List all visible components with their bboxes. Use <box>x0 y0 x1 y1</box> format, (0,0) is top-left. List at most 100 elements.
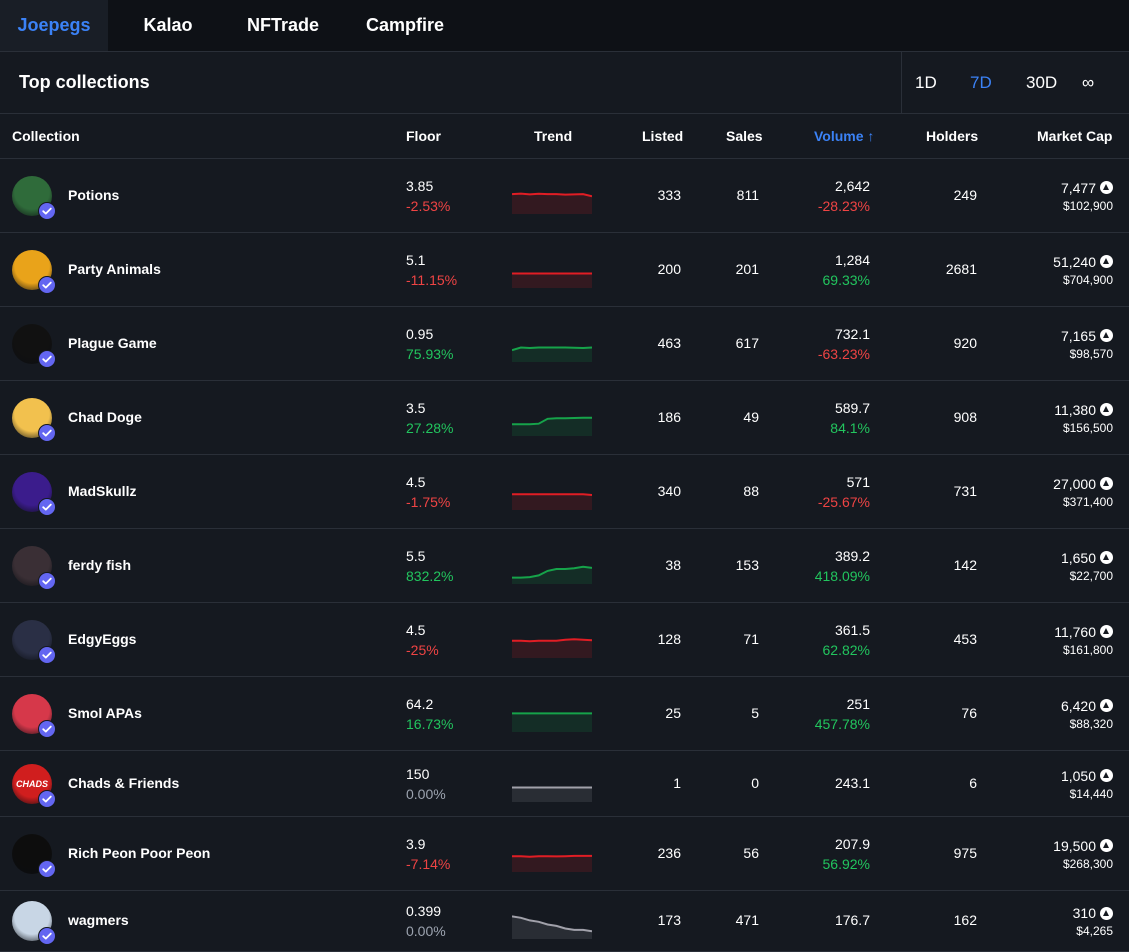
collection-name[interactable]: EdgyEggs <box>68 630 137 647</box>
collection-name[interactable]: wagmers <box>68 912 129 928</box>
table-row[interactable]: Party Animals 5.1 -11.15% 200 201 2681 1,284 69… <box>0 233 1129 307</box>
table-row[interactable]: Smol APAs 64.2 16.73% 25 5 76 251 457.78% 6,420 $… <box>0 677 1129 751</box>
floor-change: 832.2% <box>406 567 454 584</box>
table-row[interactable]: Rich Peon Poor Peon 3.9 -7.14% 236 56 975 207.… <box>0 817 1129 891</box>
collections-table: Potions 3.85 -2.53% 333 811 249 2,642 -28.23% 7,… <box>0 159 1129 952</box>
market-cap-value: 11,760 <box>1054 623 1096 640</box>
volume-cell: 243.1 <box>835 775 870 791</box>
table-row[interactable]: MadSkullz 4.5 -1.75% 340 88 731 571 -25.67% 27,0… <box>0 455 1129 529</box>
trend-sparkline <box>512 272 592 288</box>
volume-value: 571 <box>846 473 870 490</box>
col-volume[interactable]: Volume ↑ <box>814 128 875 144</box>
collection-name[interactable]: Potions <box>68 186 120 203</box>
collection-name[interactable]: Party Animals <box>68 260 161 277</box>
market-cap-usd: $161,800 <box>1062 642 1113 657</box>
egg-avatar-icon <box>12 619 56 664</box>
market-cap-cell: 6,420 $88,320 <box>1061 698 1113 731</box>
holders-value: 249 <box>953 186 977 203</box>
volume-value: 1,284 <box>834 251 870 268</box>
trend-line <box>512 637 592 642</box>
holders-value: 908 <box>953 408 977 425</box>
trend-sparkline <box>512 854 592 872</box>
collection-name[interactable]: MadSkullz <box>68 482 137 499</box>
col-floor[interactable]: Floor <box>406 128 441 144</box>
verified-badge-icon <box>38 349 56 368</box>
trend-line <box>512 345 592 351</box>
market-cap-cell: 1,050 $14,440 <box>1061 768 1113 801</box>
volume-cell: 589.7 84.1% <box>830 400 870 436</box>
col-holders[interactable]: Holders <box>926 128 979 144</box>
trend-line <box>512 492 592 496</box>
holders-value: 162 <box>953 912 977 928</box>
table-row[interactable]: ferdy fish 5.5 832.2% 38 153 142 389.2 418.09% 1… <box>0 529 1129 603</box>
plague-doctor-avatar-icon <box>12 323 56 368</box>
col-market-cap[interactable]: Market Cap <box>1037 128 1113 144</box>
table-row[interactable]: CHADS Chads & Friends 150 0.00% 1 0 6 243.1 1,05… <box>0 751 1129 817</box>
volume-value: 589.7 <box>834 399 870 416</box>
market-cap-cell: 7,165 $98,570 <box>1061 328 1113 361</box>
floor-value: 64.2 <box>406 695 434 712</box>
volume-cell: 361.5 62.82% <box>823 622 870 658</box>
collection-name[interactable]: Rich Peon Poor Peon <box>68 844 211 861</box>
floor-change: -2.53% <box>406 197 451 214</box>
market-cap-value: 1,050 <box>1060 767 1096 784</box>
period-1d[interactable]: 1D <box>915 73 937 92</box>
volume-change: -28.23% <box>817 197 870 214</box>
holders-value: 920 <box>953 334 977 351</box>
volume-cell: 176.7 <box>835 912 870 928</box>
period-7d[interactable]: 7D <box>970 73 992 92</box>
table-row[interactable]: wagmers 0.399 0.00% 173 471 162 176.7 310 $4,265 <box>0 891 1129 952</box>
collection-name[interactable]: Chads & Friends <box>68 774 180 791</box>
collection-name[interactable]: ferdy fish <box>68 556 132 573</box>
tab-campfire[interactable]: Campfire <box>365 15 445 35</box>
table-row[interactable]: Plague Game 0.95 75.93% 463 617 920 732.1 -63.2… <box>0 307 1129 381</box>
col-listed[interactable]: Listed <box>642 128 684 144</box>
party-animal-avatar-icon <box>12 249 56 294</box>
floor-cell: 150 0.00% <box>406 766 446 802</box>
sales-value: 5 <box>751 704 759 721</box>
table-row[interactable]: Potions 3.85 -2.53% 333 811 249 2,642 -28.23% 7,… <box>0 159 1129 233</box>
volume-change: -63.23% <box>817 345 870 362</box>
market-cap-usd: $268,300 <box>1062 856 1113 871</box>
sales-value: 201 <box>735 260 759 277</box>
col-collection[interactable]: Collection <box>12 128 80 144</box>
market-cap-cell: 51,240 $704,900 <box>1053 254 1113 287</box>
avax-icon <box>1100 769 1113 782</box>
floor-value: 3.85 <box>406 177 434 194</box>
tab-joepegs[interactable]: Joepegs <box>0 0 108 51</box>
page-title: Top collections <box>19 72 150 92</box>
avax-icon <box>1100 181 1113 194</box>
trend-area <box>512 417 592 436</box>
collection-name[interactable]: Plague Game <box>68 334 157 351</box>
floor-cell: 0.399 0.00% <box>406 903 446 939</box>
volume-value: 361.5 <box>834 621 870 638</box>
listed-value: 173 <box>657 912 681 928</box>
peon-avatar-icon <box>12 833 56 878</box>
col-sales[interactable]: Sales <box>726 128 763 144</box>
trend-area <box>512 273 592 288</box>
collection-name[interactable]: Smol APAs <box>68 704 142 721</box>
floor-change: -1.75% <box>406 493 451 510</box>
trend-area <box>512 916 592 939</box>
holders-value: 2681 <box>945 260 977 277</box>
verified-badge-icon <box>38 201 56 220</box>
trend-line <box>512 915 592 933</box>
tab-kalao[interactable]: Kalao <box>143 15 193 35</box>
collection-name[interactable]: Chad Doge <box>68 408 142 425</box>
floor-value: 150 <box>406 765 430 782</box>
volume-value: 732.1 <box>834 325 870 342</box>
alien-avatar-icon <box>12 901 56 945</box>
section-header: Top collections 1D 7D 30D ∞ <box>0 52 1129 114</box>
trend-sparkline <box>512 637 592 658</box>
doge-avatar-icon <box>12 397 56 442</box>
holders-value: 453 <box>953 630 977 647</box>
tab-nftrade[interactable]: NFTrade <box>246 15 320 35</box>
table-row[interactable]: EdgyEggs 4.5 -25% 128 71 453 361.5 62.82% 11,760… <box>0 603 1129 677</box>
period-all[interactable]: ∞ <box>1082 73 1095 92</box>
table-row[interactable]: Chad Doge 3.5 27.28% 186 49 908 589.7 84.1% 11,3… <box>0 381 1129 455</box>
floor-cell: 4.5 -1.75% <box>406 474 450 510</box>
trend-sparkline <box>512 565 592 584</box>
trend-sparkline <box>512 915 592 939</box>
period-30d[interactable]: 30D <box>1026 73 1058 92</box>
floor-cell: 5.5 832.2% <box>406 548 453 584</box>
